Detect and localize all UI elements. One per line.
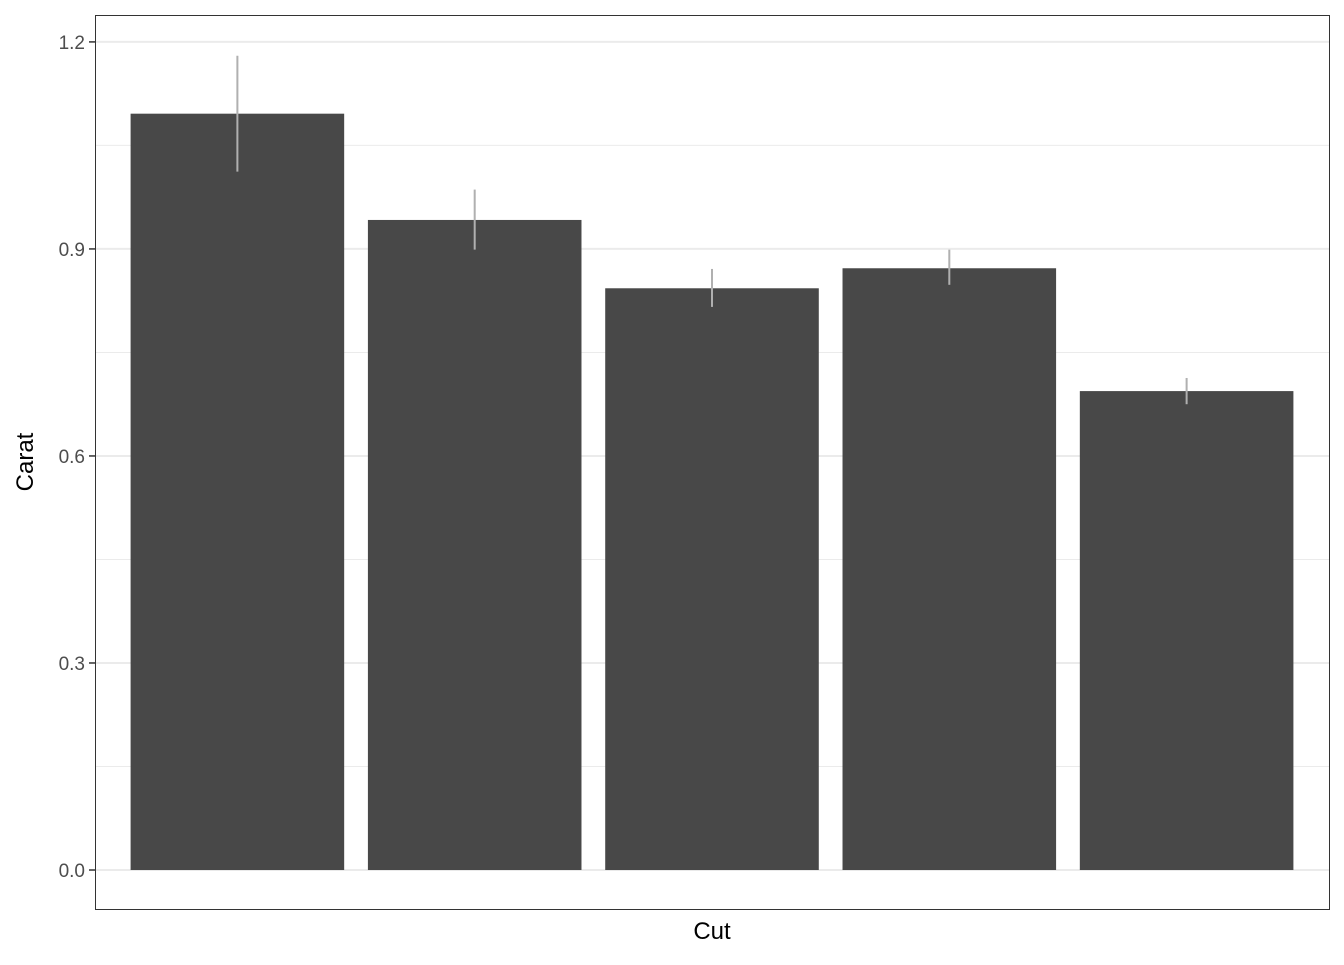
bar bbox=[130, 113, 345, 871]
x-axis-label: Cut bbox=[693, 918, 731, 945]
bar bbox=[605, 288, 819, 871]
panel-border bbox=[95, 15, 1330, 910]
y-tick-label: 0.3 bbox=[59, 654, 85, 675]
error-bars bbox=[236, 55, 1188, 405]
bars bbox=[130, 113, 1294, 871]
y-tick-label: 0.6 bbox=[59, 447, 85, 468]
bar bbox=[367, 219, 582, 871]
y-axis: 0.0 0.3 0.6 0.9 1.2 bbox=[59, 33, 95, 882]
bar bbox=[1079, 391, 1294, 871]
y-axis-label: Carat bbox=[12, 432, 39, 491]
y-tick-label: 0.0 bbox=[59, 861, 85, 882]
y-tick-label: 0.9 bbox=[59, 240, 85, 261]
bar bbox=[842, 268, 1057, 871]
y-tick-label: 1.2 bbox=[59, 33, 85, 54]
